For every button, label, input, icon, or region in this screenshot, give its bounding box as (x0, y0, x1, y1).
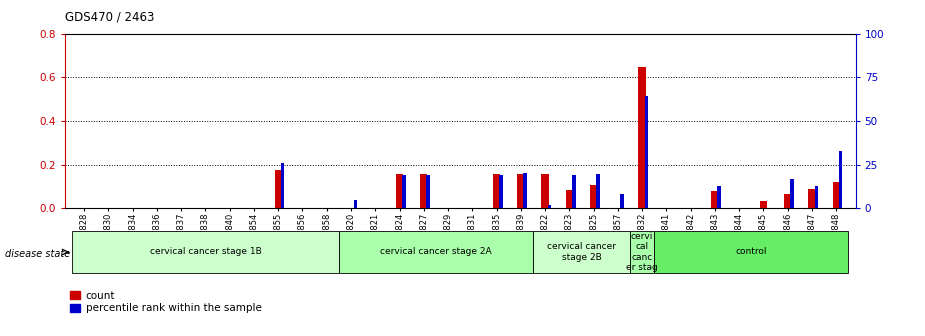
Bar (808, 189, 816, 208)
Bar (718, 185, 722, 208)
Bar (790, 179, 794, 208)
Bar (638, 68, 646, 208)
Text: cervical cancer
stage 2B: cervical cancer stage 2B (547, 242, 616, 262)
FancyBboxPatch shape (533, 231, 630, 273)
FancyBboxPatch shape (654, 231, 848, 273)
Bar (839, 151, 843, 208)
FancyBboxPatch shape (72, 231, 339, 273)
Text: cervical cancer stage 1B: cervical cancer stage 1B (150, 248, 262, 256)
Bar (275, 170, 282, 208)
Bar (784, 194, 791, 208)
Bar (396, 174, 403, 208)
Bar (759, 201, 767, 208)
Text: cervi
cal
canc
er stag: cervi cal canc er stag (626, 232, 658, 272)
Text: cervical cancer stage 2A: cervical cancer stage 2A (380, 248, 492, 256)
Bar (353, 201, 357, 208)
Bar (832, 182, 840, 208)
Text: disease state: disease state (5, 249, 70, 259)
Bar (517, 174, 524, 208)
Text: GDS470 / 2463: GDS470 / 2463 (65, 10, 154, 23)
Bar (541, 174, 549, 208)
Bar (493, 174, 500, 208)
Bar (426, 175, 430, 208)
Bar (711, 191, 719, 208)
Bar (524, 172, 527, 208)
FancyBboxPatch shape (630, 231, 654, 273)
Bar (548, 205, 551, 208)
Bar (645, 96, 648, 208)
Bar (402, 175, 406, 208)
Bar (597, 174, 599, 208)
Bar (621, 194, 624, 208)
Bar (420, 174, 427, 208)
Bar (572, 175, 575, 208)
Bar (815, 185, 818, 208)
FancyBboxPatch shape (339, 231, 533, 273)
Legend: count, percentile rank within the sample: count, percentile rank within the sample (70, 291, 262, 313)
Bar (590, 185, 598, 208)
Bar (566, 190, 573, 208)
Text: control: control (735, 248, 767, 256)
Bar (500, 175, 503, 208)
Bar (281, 163, 284, 208)
